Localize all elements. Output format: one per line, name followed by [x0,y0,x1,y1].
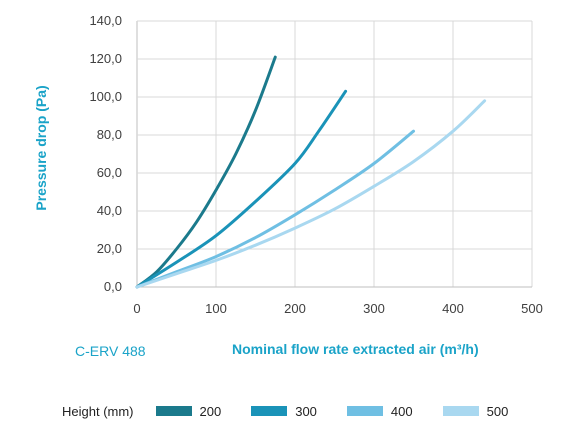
y-tick-label: 120,0 [89,51,122,66]
y-tick-label: 0,0 [104,279,122,294]
y-axis-label: Pressure drop (Pa) [33,85,49,210]
series-lines [135,55,487,289]
legend-label: 500 [486,403,509,419]
x-axis-label: Nominal flow rate extracted air (m³/h) [232,341,479,357]
legend-label: 400 [390,403,413,419]
y-tick-label: 140,0 [89,13,122,28]
legend-title: Height (mm) [62,403,134,419]
legend: Height (mm) 200 300 400 500 [62,401,508,421]
x-tick-label: 100 [205,301,227,316]
series-line-500 [135,99,487,289]
model-label: C-ERV 488 [75,343,146,359]
series-line-300 [135,89,348,289]
y-tick-label: 80,0 [97,127,122,142]
x-tick-label: 200 [284,301,306,316]
y-tick-label: 60,0 [97,165,122,180]
legend-item-500: 500 [442,403,509,419]
legend-item-300: 300 [251,404,317,419]
legend-swatch [346,406,383,416]
grid [136,20,533,288]
legend-label: 300 [295,403,317,419]
y-tick-label: 100,0 [89,89,122,104]
x-tick-label: 0 [133,301,140,316]
legend-swatch [155,406,192,416]
x-tick-label: 400 [442,301,464,316]
x-axis-ticks: 0 100 200 300 400 500 [133,301,542,316]
series-line-200 [135,55,277,289]
y-tick-label: 20,0 [97,241,122,256]
series-line-400 [135,129,415,289]
y-tick-label: 40,0 [97,203,122,218]
legend-item-200: 200 [155,403,222,419]
legend-item-400: 400 [346,403,413,419]
y-axis-ticks: 0,0 20,0 40,0 60,0 80,0 100,0 120,0 140,0 [89,13,122,294]
x-tick-label: 300 [363,301,385,316]
legend-swatch [442,406,479,416]
legend-label: 200 [199,403,222,419]
x-tick-label: 500 [521,301,543,316]
legend-swatch [251,406,288,416]
